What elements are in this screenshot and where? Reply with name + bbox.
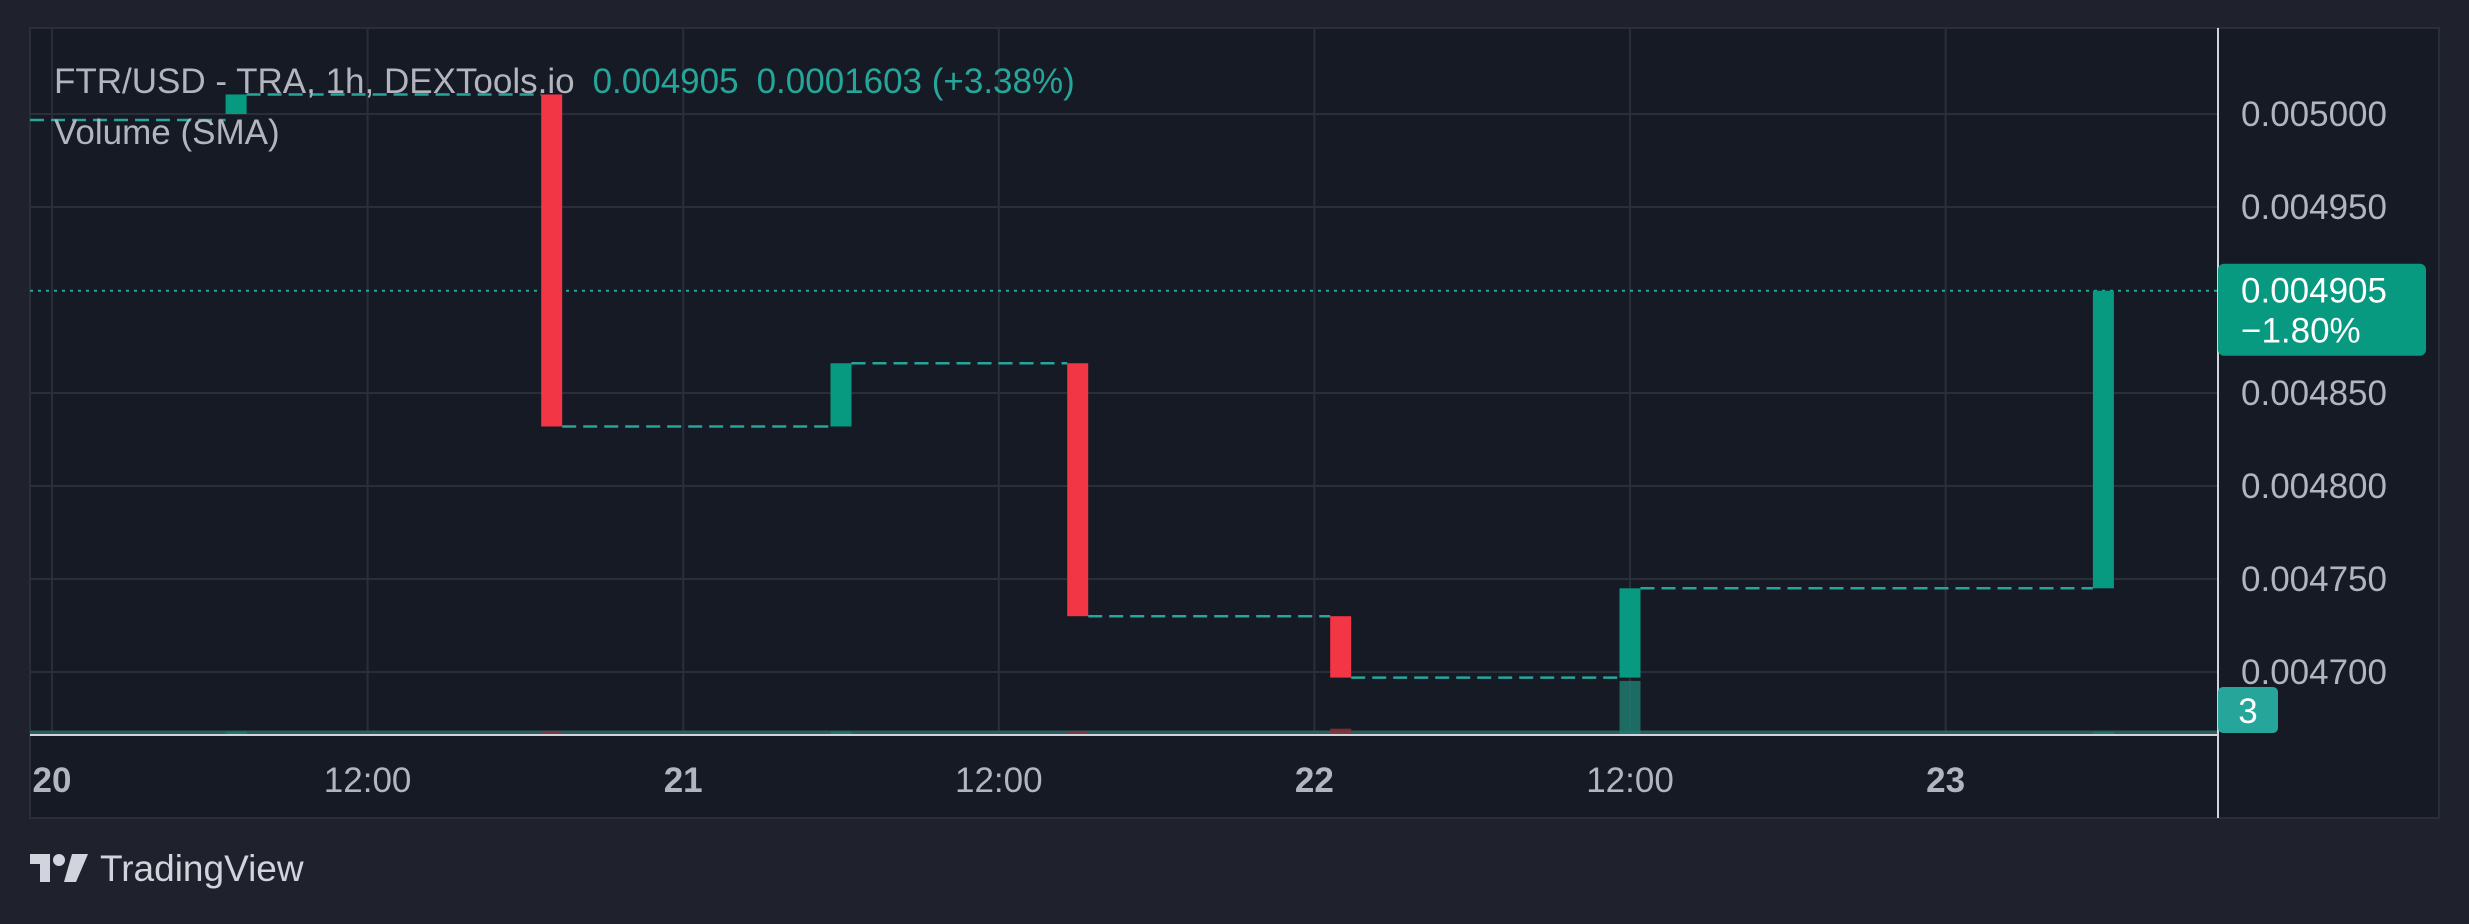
x-tick-label: 12:00	[1586, 761, 1674, 800]
volume-bars	[30, 680, 2217, 736]
volume-bar	[1067, 731, 1089, 734]
y-tick-label: 0.004750	[2241, 560, 2387, 599]
axes: 0.005000 0.004950 0.004850 0.004800 0.004750…	[30, 28, 2387, 818]
legend-change: 0.0001603	[756, 62, 923, 101]
x-tick-label: 22	[1295, 761, 1334, 800]
candle-down	[541, 94, 563, 427]
legend-title: FTR/USD - TRA, 1h, DEXTools.io	[54, 62, 575, 101]
axis-tags: 0.004905−1.80% 3	[2218, 263, 2426, 733]
price-tag-value: 0.004905	[2241, 272, 2387, 311]
grid	[30, 28, 2217, 735]
candle-down	[1067, 363, 1089, 617]
volume-bar	[830, 731, 852, 734]
volume-tag	[2218, 687, 2278, 733]
y-tick-label: 0.004700	[2241, 653, 2387, 692]
y-tick-label: 0.004950	[2241, 188, 2387, 227]
volume-bar	[1330, 728, 1352, 734]
tradingview-logo-icon	[30, 854, 88, 882]
x-tick-label: 23	[1926, 761, 1965, 800]
candle-up	[2092, 290, 2114, 589]
y-tick-label: 0.004850	[2241, 374, 2387, 413]
chart-legend: FTR/USD - TRA, 1h, DEXTools.io 0.004905 0.…	[54, 62, 1075, 102]
volume-bar	[225, 731, 247, 734]
x-tick-label: 12:00	[955, 761, 1043, 800]
chart-frame	[29, 27, 2440, 819]
volume-tag-value: 3	[2238, 692, 2257, 731]
price-tag-change: −1.80%	[2241, 312, 2361, 351]
candle-up	[830, 363, 852, 427]
volume-legend: Volume (SMA)	[54, 113, 280, 152]
branding[interactable]: TradingView	[30, 846, 304, 892]
y-tick-label: 0.004800	[2241, 467, 2387, 506]
legend-last-value: 0.004905	[592, 62, 739, 101]
volume-bar	[541, 731, 563, 734]
x-tick-label: 21	[664, 761, 703, 800]
y-tick-label: 0.005000	[2241, 95, 2387, 134]
close-price-lines	[30, 93, 2217, 679]
candle-up	[1619, 588, 1641, 678]
volume-bar	[2092, 732, 2114, 734]
volume-bar	[1619, 680, 1641, 734]
x-tick-label: 12:00	[324, 761, 412, 800]
brand-name: TradingView	[100, 848, 304, 889]
price-tag	[2218, 263, 2426, 356]
candles	[225, 94, 2114, 678]
candle-up	[225, 94, 247, 114]
candle-down	[1330, 616, 1352, 678]
legend-change-pct: (+3.38%)	[931, 62, 1075, 101]
x-tick-label: 20	[33, 761, 72, 800]
